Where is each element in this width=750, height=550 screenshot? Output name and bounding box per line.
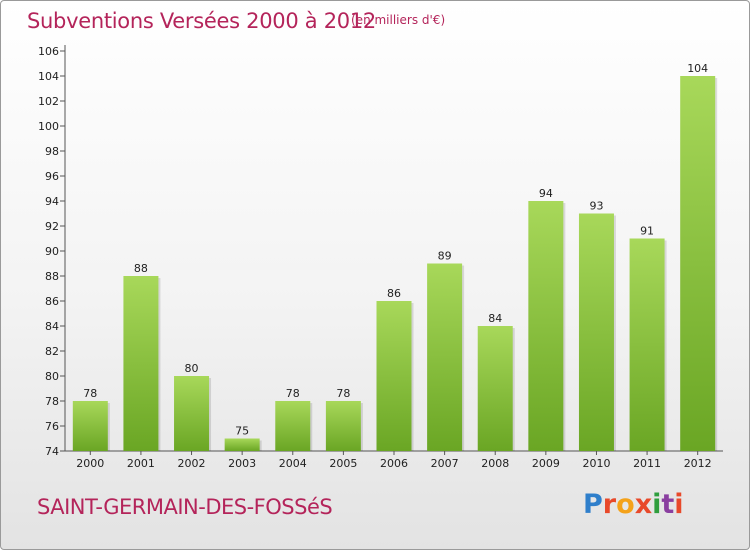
x-tick-label: 2008 bbox=[481, 457, 509, 470]
y-tick-label: 88 bbox=[45, 270, 59, 283]
y-tick-label: 74 bbox=[45, 445, 59, 458]
bar bbox=[578, 213, 614, 451]
bar bbox=[680, 76, 716, 451]
y-tick-label: 82 bbox=[45, 345, 59, 358]
data-label: 104 bbox=[687, 62, 708, 75]
y-tick-label: 84 bbox=[45, 320, 59, 333]
data-label: 88 bbox=[134, 262, 148, 275]
y-tick-label: 98 bbox=[45, 145, 59, 158]
y-tick-label: 96 bbox=[45, 170, 59, 183]
y-tick-label: 78 bbox=[45, 395, 59, 408]
x-tick-label: 2007 bbox=[431, 457, 459, 470]
bar bbox=[477, 326, 513, 451]
data-label: 75 bbox=[235, 425, 249, 438]
y-tick-label: 92 bbox=[45, 220, 59, 233]
proxiti-logo: Proxiti bbox=[583, 489, 684, 520]
bar bbox=[224, 438, 260, 451]
y-tick-label: 80 bbox=[45, 370, 59, 383]
x-tick-label: 2012 bbox=[684, 457, 712, 470]
y-tick-label: 100 bbox=[38, 120, 59, 133]
bar bbox=[123, 276, 159, 451]
bar bbox=[427, 263, 463, 451]
x-tick-label: 2010 bbox=[582, 457, 610, 470]
x-tick-label: 2011 bbox=[633, 457, 661, 470]
logo-letter: o bbox=[616, 489, 635, 520]
bar bbox=[629, 238, 665, 451]
data-label: 93 bbox=[589, 200, 603, 213]
y-tick-label: 102 bbox=[38, 95, 59, 108]
logo-letter: P bbox=[583, 489, 603, 520]
commune-name: SAINT-GERMAIN-DES-FOSSéS bbox=[37, 495, 333, 519]
data-label: 78 bbox=[336, 387, 350, 400]
bar bbox=[325, 401, 361, 451]
x-tick-label: 2006 bbox=[380, 457, 408, 470]
y-tick-label: 106 bbox=[38, 45, 59, 58]
y-tick-label: 76 bbox=[45, 420, 59, 433]
bar bbox=[174, 376, 210, 451]
x-tick-label: 2000 bbox=[76, 457, 104, 470]
bar bbox=[528, 201, 564, 451]
x-tick-label: 2004 bbox=[279, 457, 307, 470]
data-label: 86 bbox=[387, 287, 401, 300]
data-label: 78 bbox=[286, 387, 300, 400]
y-tick-label: 86 bbox=[45, 295, 59, 308]
y-tick-label: 90 bbox=[45, 245, 59, 258]
y-tick-label: 104 bbox=[38, 70, 59, 83]
x-tick-label: 2005 bbox=[329, 457, 357, 470]
x-tick-label: 2003 bbox=[228, 457, 256, 470]
y-tick-label: 94 bbox=[45, 195, 59, 208]
unit-label: (en milliers d'€) bbox=[351, 13, 446, 27]
bar bbox=[275, 401, 311, 451]
data-label: 94 bbox=[539, 187, 553, 200]
logo-letter: i bbox=[674, 489, 684, 520]
logo-letter: t bbox=[661, 489, 675, 520]
data-label: 84 bbox=[488, 312, 502, 325]
chart-title: Subventions Versées 2000 à 2012 bbox=[27, 9, 376, 33]
data-label: 89 bbox=[438, 250, 452, 263]
x-tick-label: 2002 bbox=[178, 457, 206, 470]
logo-letter: x bbox=[634, 489, 653, 520]
x-tick-label: 2009 bbox=[532, 457, 560, 470]
data-label: 91 bbox=[640, 225, 654, 238]
x-tick-label: 2001 bbox=[127, 457, 155, 470]
logo-letter: i bbox=[652, 489, 662, 520]
data-label: 78 bbox=[83, 387, 97, 400]
bar bbox=[376, 301, 412, 451]
bar bbox=[72, 401, 108, 451]
data-label: 80 bbox=[185, 362, 199, 375]
logo-letter: r bbox=[602, 489, 617, 520]
